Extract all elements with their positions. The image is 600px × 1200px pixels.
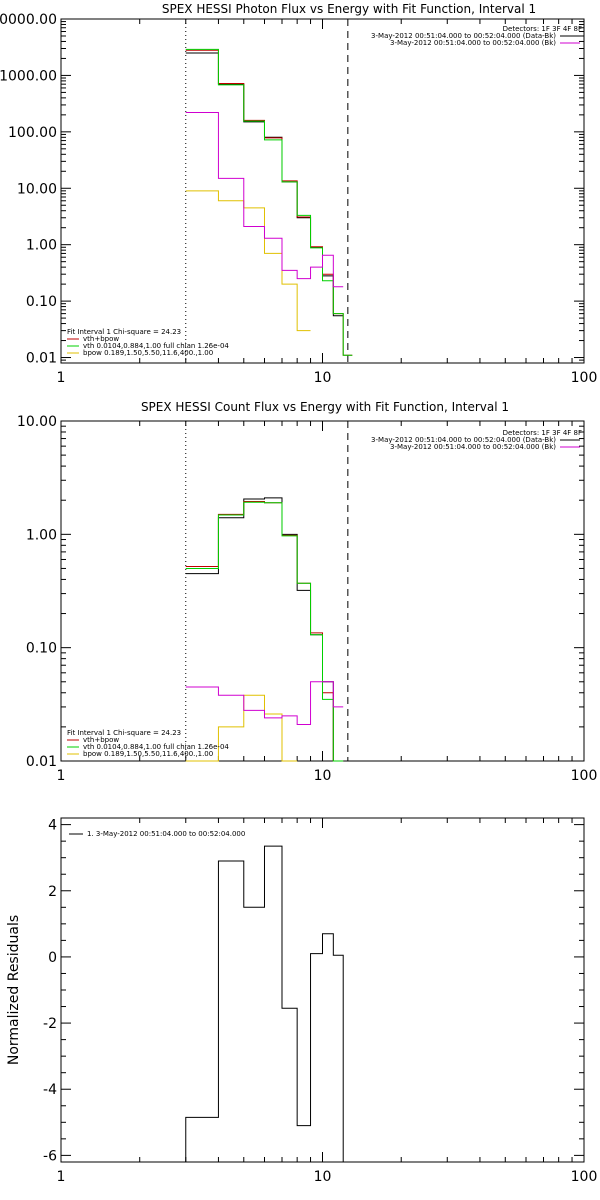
y-tick-label: 1000.00 (0, 68, 57, 84)
legend-label: 3-May-2012 00:51:04.000 to 00:52:04.000 … (371, 436, 556, 444)
count-axis-ticks: 1 10 100 0.01 0.10 1.00 10.00 (17, 414, 597, 784)
y-tick-label: 10.00 (17, 414, 57, 430)
x-tick-label: 100 (571, 1169, 598, 1185)
count-panel-title: SPEX HESSI Count Flux vs Energy with Fit… (141, 400, 509, 414)
legend-label: bpow 0.189,1.50,5.50,11.6,400.,1.00 (83, 349, 213, 357)
series-vth (185, 48, 353, 356)
y-tick-label: 0.01 (26, 351, 57, 367)
x-tick-label: 1 (57, 1169, 66, 1185)
series-residuals (185, 845, 344, 1162)
photon-series (185, 48, 353, 356)
series-bpow (185, 190, 311, 332)
legend-label: 3-May-2012 00:51:04.000 to 00:52:04.000 … (371, 32, 556, 40)
y-tick-label: 10000.00 (0, 12, 57, 28)
legend-label: bpow 0.189,1.50,5.50,11.6,400.,1.00 (83, 750, 213, 758)
series-data-bk (185, 52, 344, 317)
count-detectors-label: Detectors: 1F 3F 4F 8F (503, 429, 582, 437)
y-tick-label: 0.10 (26, 641, 57, 657)
count-series (185, 497, 344, 762)
photon-axis-ticks: 1 10 100 0.01 0.10 1.00 10.00 100.00 1000.00 1000… (0, 12, 597, 386)
y-tick-label: 4 (48, 818, 57, 834)
legend-label: 1. 3-May-2012 00:51:04.000 to 00:52:04.0… (87, 830, 245, 838)
residuals-axis-ticks: 1 10 100 -6 -4 -2 0 2 4 (43, 818, 597, 1185)
legend-label: vth+bpow (83, 335, 119, 343)
series-vth-bpow (185, 49, 353, 356)
y-tick-label: 0 (48, 950, 57, 966)
photon-fit-header: Fit Interval 1 Chi-square = 24.23 (67, 328, 181, 336)
y-tick-label: -6 (43, 1148, 57, 1164)
series-vth-bpow (185, 500, 344, 762)
photon-flux-panel: SPEX HESSI Photon Flux vs Energy with Fi… (0, 2, 597, 386)
x-tick-label: 10 (314, 768, 332, 784)
y-tick-label: 1.00 (26, 238, 57, 254)
count-legend-top-right: 3-May-2012 00:51:04.000 to 00:52:04.000 … (371, 436, 580, 451)
photon-legend-top-right: 3-May-2012 00:51:04.000 to 00:52:04.000 … (371, 32, 580, 47)
y-tick-label: 10.00 (17, 181, 57, 197)
legend-label: vth 0.0104,0.884,1.00 full chian 1.26e-0… (83, 342, 229, 350)
y-tick-label: -2 (43, 1016, 57, 1032)
y-tick-label: 0.01 (26, 754, 57, 770)
count-plot-frame (60, 420, 585, 762)
x-tick-label: 100 (571, 370, 598, 386)
count-reference-lines (185, 421, 349, 761)
series-data-bk (185, 497, 344, 762)
y-tick-label: -4 (43, 1082, 57, 1098)
y-tick-label: 2 (48, 884, 57, 900)
series-bk (185, 112, 344, 288)
residuals-series (185, 845, 344, 1162)
legend-label: 3-May-2012 00:51:04.000 to 00:52:04.000 … (390, 39, 556, 47)
count-fit-header: Fit Interval 1 Chi-square = 24.23 (67, 729, 181, 737)
residuals-legend: 1. 3-May-2012 00:51:04.000 to 00:52:04.0… (69, 830, 245, 838)
photon-plot-frame (60, 18, 585, 364)
x-tick-label: 10 (314, 370, 332, 386)
x-tick-label: 1 (57, 370, 66, 386)
y-tick-label: 100.00 (8, 125, 57, 141)
series-bk (185, 681, 344, 725)
x-tick-label: 10 (314, 1169, 332, 1185)
residuals-panel: 1 10 100 -6 -4 -2 0 2 4 1. 3-May-2012 00:51:04.0… (6, 817, 597, 1185)
legend-label: vth+bpow (83, 736, 119, 744)
x-tick-label: 100 (571, 768, 598, 784)
residuals-y-axis-label: Normalized Residuals (6, 915, 22, 1065)
residuals-plot-frame (60, 817, 585, 1163)
photon-detectors-label: Detectors: 1F 3F 4F 8F (503, 25, 582, 33)
x-tick-label: 1 (57, 768, 66, 784)
y-tick-label: 1.00 (26, 527, 57, 543)
legend-label: 3-May-2012 00:51:04.000 to 00:52:04.000 … (390, 443, 556, 451)
photon-panel-title: SPEX HESSI Photon Flux vs Energy with Fi… (162, 2, 536, 16)
series-vth (185, 501, 344, 762)
count-flux-panel: SPEX HESSI Count Flux vs Energy with Fit… (17, 400, 597, 784)
series-bpow (185, 694, 298, 762)
legend-label: vth 0.0104,0.884,1.00 full chian 1.26e-0… (83, 743, 229, 751)
y-tick-label: 0.10 (26, 294, 57, 310)
